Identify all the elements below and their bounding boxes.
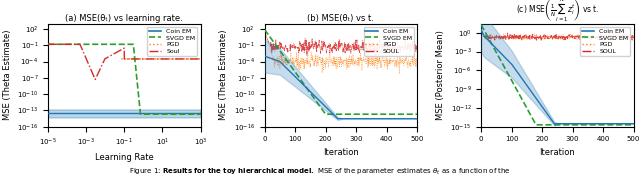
X-axis label: Iteration: Iteration — [323, 148, 358, 157]
Legend: Coin EM, SVGD EM, PGD, SOUL: Coin EM, SVGD EM, PGD, SOUL — [580, 27, 630, 56]
Y-axis label: MSE (Posterior Mean): MSE (Posterior Mean) — [436, 30, 445, 120]
Title: (c) MSE$\left(\frac{1}{N}\sum_{i=1}^{N} z_i^t\right)$ vs t.: (c) MSE$\left(\frac{1}{N}\sum_{i=1}^{N} … — [516, 0, 599, 24]
Y-axis label: MSE (Theta Estimate): MSE (Theta Estimate) — [3, 30, 12, 120]
Text: Figure 1: $\mathbf{Results\ for\ the\ toy\ hierarchical\ model.}$ MSE of the par: Figure 1: $\mathbf{Results\ for\ the\ to… — [129, 167, 511, 177]
X-axis label: Learning Rate: Learning Rate — [95, 153, 154, 162]
Title: (b) MSE(θₜ) vs t.: (b) MSE(θₜ) vs t. — [307, 14, 374, 23]
Legend: Coin EM, SVGD EM, PGD, SOUL: Coin EM, SVGD EM, PGD, SOUL — [364, 27, 414, 56]
Legend: Coin EM, SVGD EM, PGD, Soul: Coin EM, SVGD EM, PGD, Soul — [147, 27, 197, 56]
Y-axis label: MSE (Theta Estimate): MSE (Theta Estimate) — [220, 30, 228, 120]
X-axis label: Iteration: Iteration — [540, 148, 575, 157]
Title: (a) MSE(θₜ) vs learning rate.: (a) MSE(θₜ) vs learning rate. — [65, 14, 183, 23]
